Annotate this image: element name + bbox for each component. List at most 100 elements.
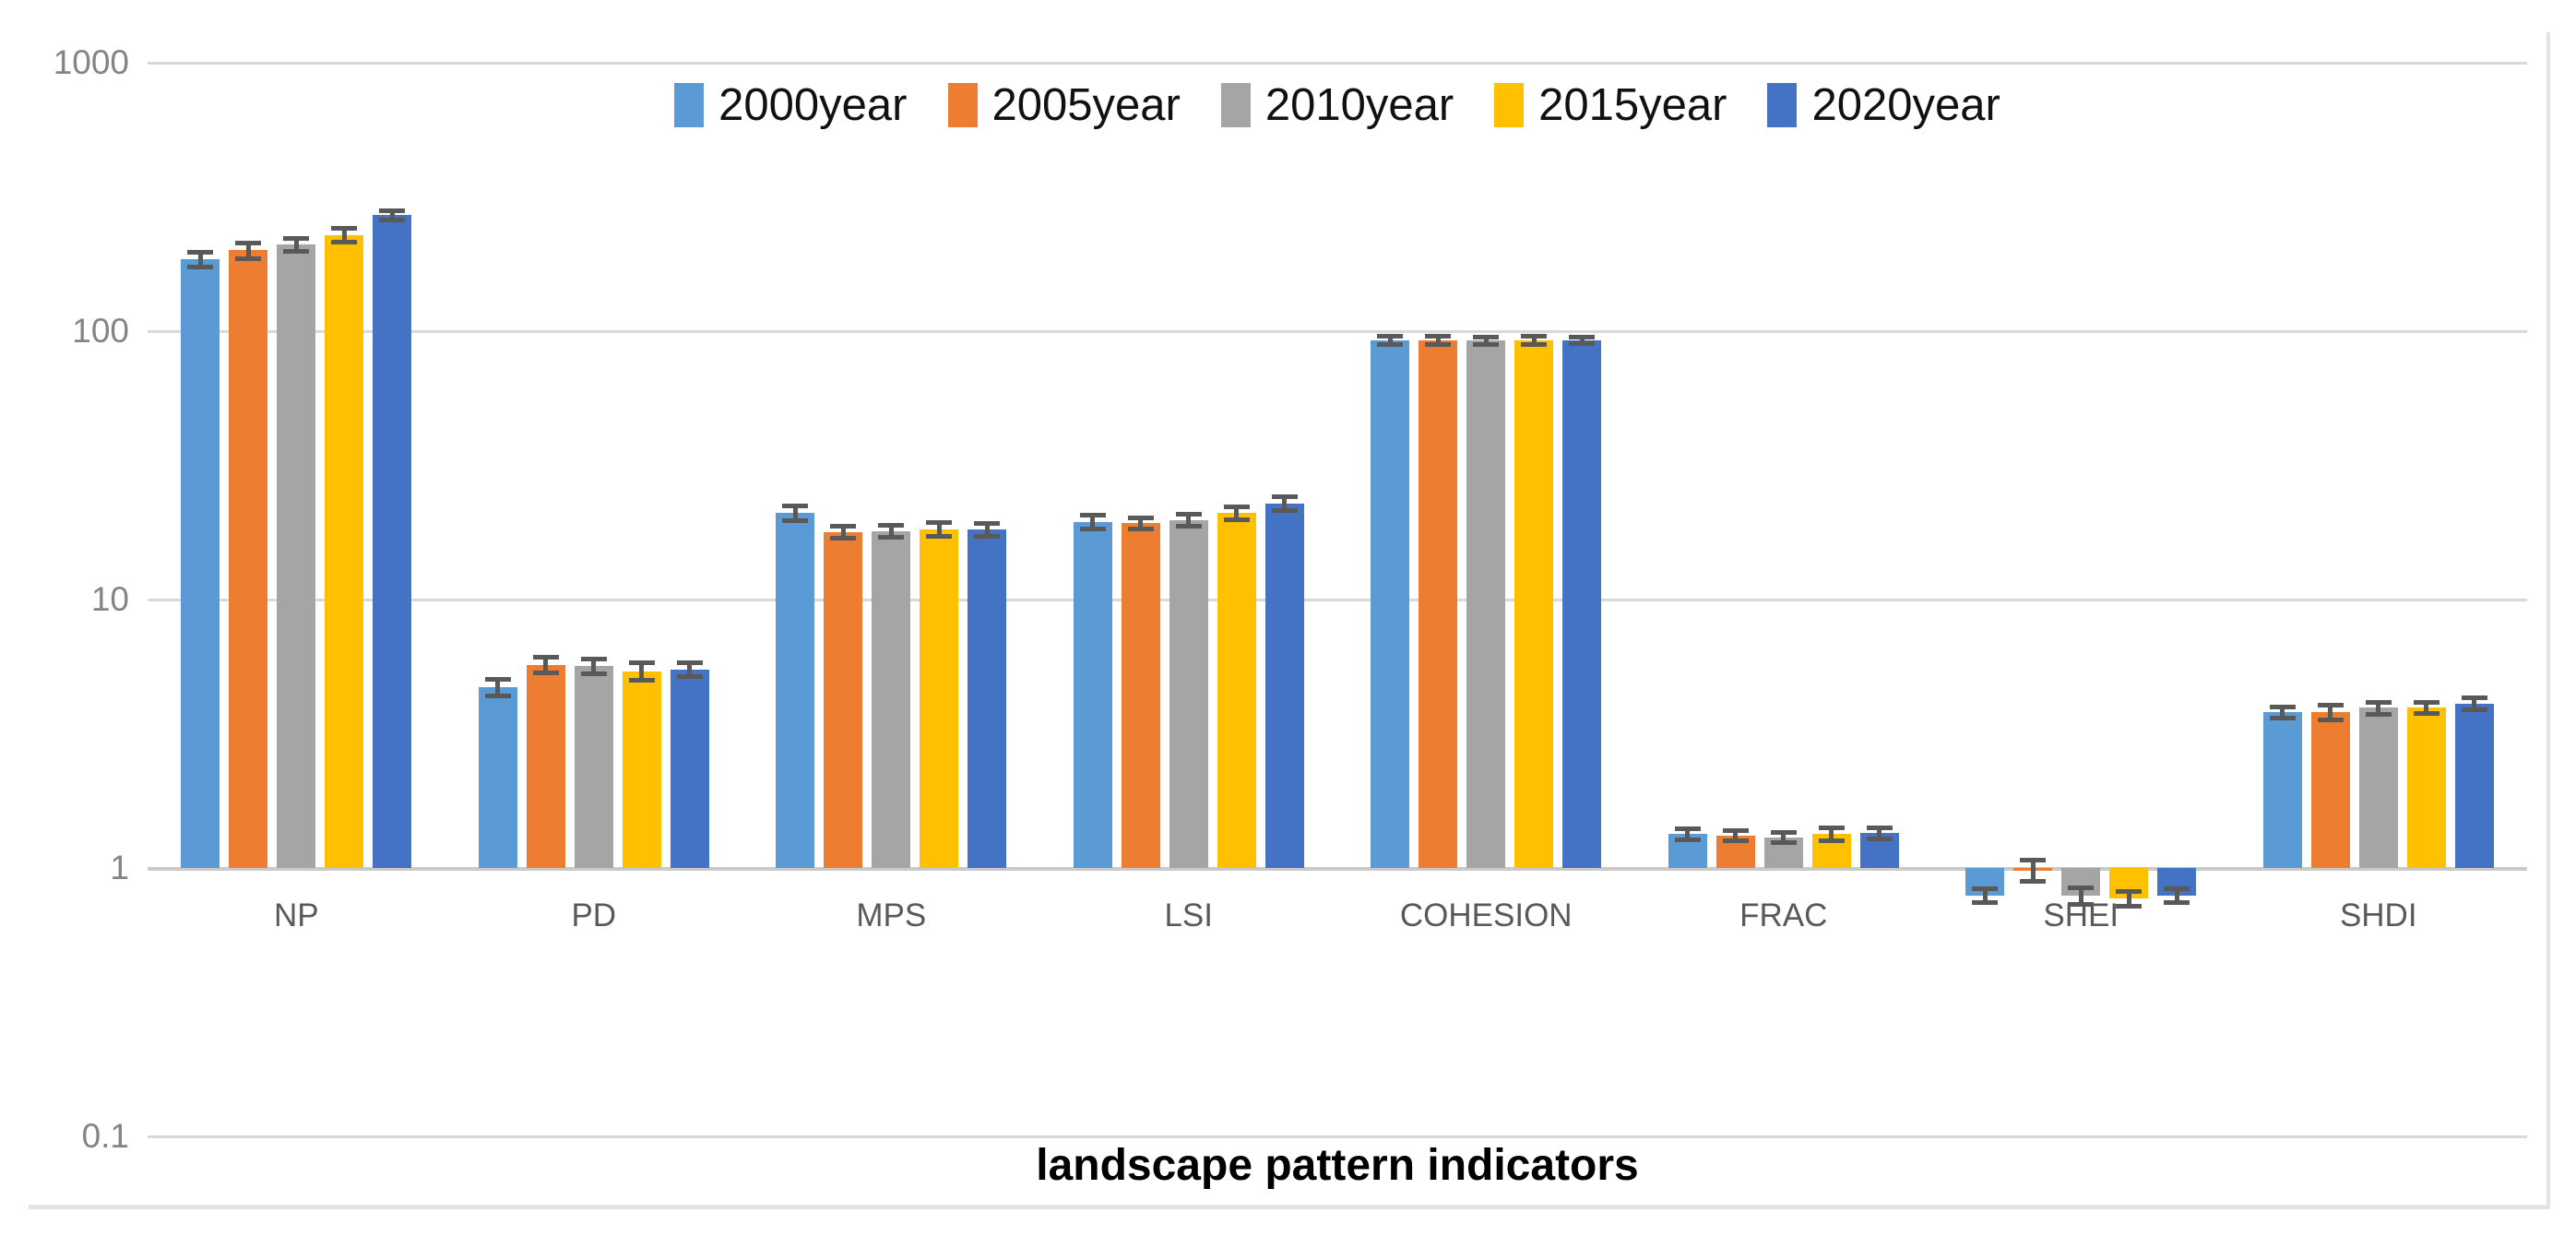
- error-cap-bottom-SHEI-2000year: [1972, 900, 1999, 906]
- error-line-MPS-2010year: [888, 524, 894, 538]
- error-line-LSI-2020year: [1282, 495, 1288, 512]
- legend-label: 2015year: [1538, 80, 1727, 130]
- gridline-1: [148, 866, 2527, 871]
- error-line-LSI-2005year: [1138, 517, 1144, 529]
- bar-MPS-2005year: [824, 532, 863, 868]
- y-tick-10: 10: [90, 580, 129, 618]
- gridline-10: [148, 598, 2527, 601]
- legend-item-2020year: 2020year: [1767, 81, 2000, 129]
- error-cap-bottom-SHEI-2010year: [2068, 901, 2095, 907]
- bar-NP-2000year: [181, 259, 220, 868]
- category-label-MPS: MPS: [856, 897, 927, 933]
- error-line-PD-2010year: [591, 658, 597, 674]
- bar-LSI-2000year: [1073, 521, 1112, 868]
- error-cap-bottom-SHDI-2000year: [2269, 716, 2296, 721]
- bar-PD-2005year: [526, 665, 565, 868]
- legend-item-2010year: 2010year: [1220, 81, 1454, 129]
- error-cap-top-SHEI-2015year: [2116, 889, 2143, 895]
- error-line-COHESION-2010year: [1483, 336, 1489, 346]
- x-axis-title: landscape pattern indicators: [1036, 1141, 1639, 1190]
- error-cap-bottom-MPS-2000year: [782, 517, 809, 523]
- error-line-FRAC-2005year: [1733, 830, 1739, 841]
- bar-LSI-2005year: [1121, 522, 1160, 868]
- legend-label: 2005year: [991, 80, 1181, 130]
- y-tick-100: 100: [72, 312, 129, 350]
- error-cap-top-SHEI-2020year: [2164, 886, 2190, 892]
- gridline-0.1: [148, 1135, 2527, 1138]
- error-line-MPS-2005year: [840, 526, 846, 540]
- error-cap-top-LSI-2005year: [1127, 515, 1154, 520]
- error-cap-top-MPS-2005year: [830, 524, 857, 529]
- y-tick-1000: 1000: [53, 43, 129, 81]
- error-cap-top-SHDI-2010year: [2365, 699, 2392, 705]
- bar-COHESION-2005year: [1419, 340, 1458, 868]
- error-cap-bottom-NP-2020year: [379, 218, 406, 223]
- error-line-SHEI-2020year: [2174, 888, 2179, 904]
- error-cap-top-COHESION-2010year: [1473, 334, 1500, 339]
- error-cap-bottom-SHEI-2005year: [2020, 878, 2047, 884]
- error-line-SHEI-2005year: [2030, 860, 2036, 882]
- error-line-SHDI-2015year: [2424, 702, 2429, 714]
- category-label-LSI: LSI: [1164, 897, 1214, 933]
- bar-MPS-2000year: [776, 513, 815, 868]
- error-line-FRAC-2000year: [1685, 827, 1691, 840]
- error-cap-bottom-LSI-2005year: [1127, 526, 1154, 531]
- error-cap-top-FRAC-2000year: [1674, 826, 1701, 831]
- bar-COHESION-2020year: [1562, 339, 1602, 868]
- bar-PD-2020year: [670, 669, 709, 868]
- error-cap-bottom-MPS-2005year: [830, 536, 857, 541]
- bar-PD-2015year: [622, 671, 661, 868]
- error-cap-top-PD-2010year: [580, 656, 607, 661]
- error-cap-bottom-MPS-2010year: [878, 534, 905, 540]
- error-cap-top-LSI-2020year: [1271, 493, 1298, 499]
- error-cap-bottom-LSI-2000year: [1079, 526, 1106, 531]
- bar-SHDI-2000year: [2262, 712, 2302, 868]
- error-line-FRAC-2015year: [1829, 826, 1834, 841]
- error-cap-bottom-LSI-2015year: [1223, 517, 1250, 523]
- error-cap-bottom-LSI-2020year: [1271, 508, 1298, 514]
- error-line-PD-2020year: [687, 661, 693, 678]
- bar-SHDI-2015year: [2406, 707, 2446, 868]
- error-cap-bottom-FRAC-2020year: [1866, 836, 1893, 841]
- error-cap-bottom-SHEI-2015year: [2116, 903, 2143, 909]
- error-line-MPS-2015year: [936, 521, 942, 538]
- error-cap-top-FRAC-2020year: [1866, 825, 1893, 830]
- error-cap-top-NP-2010year: [283, 235, 310, 241]
- error-line-FRAC-2010year: [1781, 832, 1787, 843]
- error-line-SHDI-2020year: [2472, 697, 2477, 710]
- bar-COHESION-2000year: [1371, 339, 1410, 868]
- error-cap-bottom-NP-2010year: [283, 249, 310, 255]
- error-cap-bottom-FRAC-2015year: [1818, 838, 1845, 843]
- category-label-PD: PD: [571, 897, 617, 933]
- error-cap-top-PD-2020year: [676, 660, 703, 665]
- error-line-COHESION-2020year: [1579, 336, 1585, 344]
- category-label-NP: NP: [273, 897, 319, 933]
- error-line-NP-2000year: [197, 251, 203, 268]
- error-cap-top-FRAC-2005year: [1722, 828, 1749, 834]
- error-cap-bottom-PD-2010year: [580, 671, 607, 676]
- bar-COHESION-2010year: [1466, 340, 1506, 868]
- error-cap-bottom-NP-2005year: [235, 256, 262, 261]
- error-cap-top-SHEI-2000year: [1972, 886, 1999, 892]
- bar-PD-2010year: [574, 666, 613, 868]
- error-cap-top-FRAC-2015year: [1818, 825, 1845, 830]
- bar-NP-2010year: [277, 244, 316, 868]
- legend-swatch-2015year: [1494, 83, 1525, 127]
- error-cap-bottom-SHDI-2010year: [2365, 711, 2392, 717]
- error-cap-bottom-COHESION-2015year: [1521, 341, 1548, 347]
- error-cap-bottom-COHESION-2000year: [1377, 341, 1404, 347]
- category-label-FRAC: FRAC: [1739, 897, 1828, 933]
- bar-MPS-2020year: [967, 529, 1007, 868]
- error-line-MPS-2000year: [792, 505, 798, 521]
- legend-label: 2020year: [1811, 80, 2000, 130]
- error-line-COHESION-2015year: [1531, 336, 1537, 345]
- error-line-SHDI-2000year: [2280, 706, 2285, 719]
- error-cap-bottom-FRAC-2005year: [1722, 838, 1749, 843]
- error-cap-top-PD-2015year: [628, 660, 655, 666]
- error-cap-top-COHESION-2015year: [1521, 334, 1548, 339]
- error-cap-top-FRAC-2010year: [1770, 830, 1797, 836]
- error-line-SHDI-2010year: [2376, 701, 2381, 715]
- error-line-PD-2000year: [495, 679, 501, 697]
- legend-swatch-2005year: [947, 83, 978, 127]
